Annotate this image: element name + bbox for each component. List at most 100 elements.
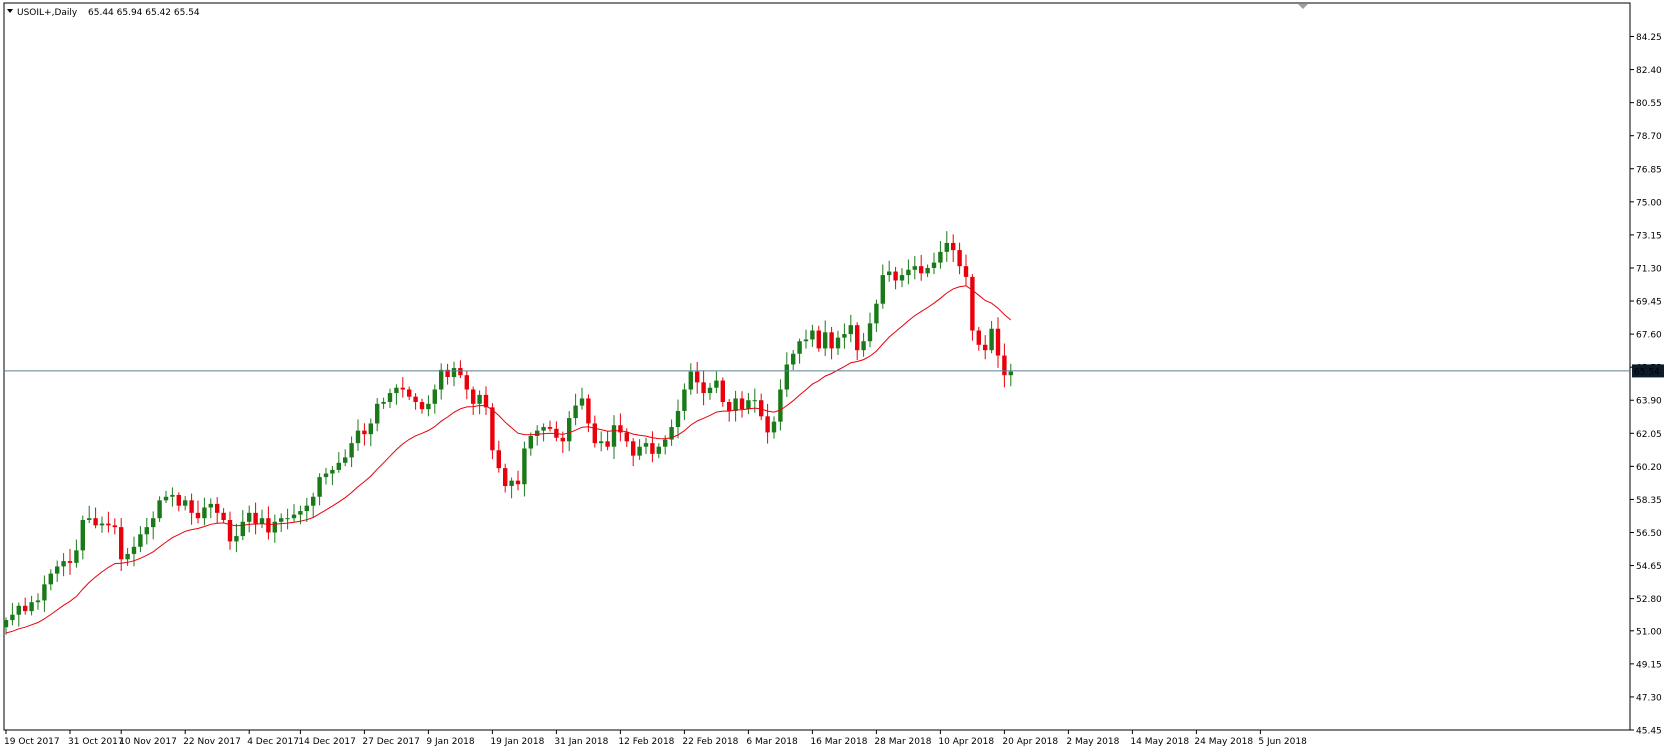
candle: [707, 382, 713, 400]
candle-body: [368, 423, 373, 435]
candle-body: [176, 494, 181, 506]
candle-body: [688, 371, 693, 390]
x-tick-label: 24 May 2018: [1194, 737, 1253, 747]
candle: [643, 437, 649, 454]
candle-body: [701, 382, 706, 394]
candle-body: [240, 521, 245, 537]
candle-body: [951, 242, 956, 251]
candle-body: [829, 332, 834, 349]
candle: [368, 418, 373, 447]
candle-body: [445, 369, 450, 377]
candle-body: [394, 387, 399, 394]
candle-body: [477, 394, 482, 404]
candle: [605, 430, 610, 451]
candle-body: [266, 518, 271, 533]
candle-body: [567, 418, 572, 442]
candle-body: [195, 512, 201, 519]
candle: [55, 560, 60, 582]
candle-body: [29, 602, 34, 612]
candle-body: [631, 441, 636, 456]
candle: [119, 518, 124, 571]
candle-body: [778, 389, 783, 422]
candle-body: [163, 496, 169, 501]
candle-body: [483, 394, 489, 408]
candle: [688, 363, 693, 395]
candle-body: [221, 512, 226, 520]
candle-body: [99, 523, 105, 526]
y-tick-label: 73.15: [1636, 231, 1662, 241]
candle: [656, 443, 661, 459]
candle-body: [611, 425, 617, 447]
candle-body: [842, 334, 847, 338]
candle: [970, 274, 975, 341]
candle: [829, 326, 834, 360]
candle-body: [765, 416, 770, 433]
candle: [951, 234, 956, 263]
candle-body: [208, 503, 213, 508]
candle-body: [573, 405, 578, 419]
candle-body: [464, 375, 469, 390]
candle: [42, 575, 47, 612]
candle: [202, 497, 207, 526]
candle-body: [362, 430, 367, 435]
candle-body: [739, 398, 745, 410]
candle: [867, 312, 873, 348]
scroll-marker-icon[interactable]: [1298, 4, 1308, 9]
candle: [695, 361, 700, 394]
candle: [669, 419, 674, 446]
x-tick-label: 19 Jan 2018: [490, 737, 544, 747]
candle-body: [387, 393, 393, 403]
candle-body: [10, 614, 15, 621]
candle: [16, 602, 21, 627]
candle-body: [61, 561, 66, 567]
candle: [893, 266, 898, 290]
candle: [221, 508, 226, 523]
candle: [752, 388, 757, 413]
candle-body: [919, 266, 924, 274]
candle-body: [311, 496, 316, 506]
candle-body: [16, 605, 21, 615]
candle: [727, 399, 732, 422]
candle-body: [503, 468, 508, 487]
candle-body: [119, 527, 124, 560]
candle-body: [375, 403, 380, 424]
candle-body: [112, 525, 117, 528]
candle-body: [1008, 371, 1013, 376]
candle-body: [899, 275, 905, 281]
candle-body: [490, 407, 495, 451]
candle: [989, 320, 994, 354]
candle: [931, 252, 937, 275]
candle-body: [599, 441, 604, 444]
candle: [963, 254, 969, 286]
candle-body: [515, 480, 521, 485]
candle-body: [67, 561, 73, 563]
moving-average-line: [5, 285, 1012, 634]
candle-body: [317, 477, 322, 497]
candle: [183, 496, 188, 511]
candle-body: [810, 330, 815, 340]
candle-body: [400, 387, 405, 390]
candle: [586, 394, 591, 433]
candle-body: [957, 250, 962, 267]
candle-body: [656, 446, 661, 454]
candle: [349, 436, 354, 468]
candle: [592, 415, 597, 448]
candle: [515, 470, 521, 491]
candle-body: [727, 402, 732, 411]
candle: [637, 439, 642, 460]
candle: [35, 593, 41, 610]
y-tick-label: 47.30: [1636, 693, 1662, 703]
candle-body: [855, 325, 860, 351]
dropdown-triangle-icon[interactable]: [7, 9, 13, 13]
candle-body: [675, 410, 681, 428]
candle: [880, 264, 885, 309]
candle: [906, 259, 911, 285]
x-tick-label: 10 Nov 2017: [119, 737, 177, 747]
candle: [394, 384, 399, 405]
candle: [451, 361, 457, 387]
candle: [375, 398, 380, 432]
y-tick-label: 49.15: [1636, 660, 1662, 670]
candle-body: [714, 380, 719, 388]
